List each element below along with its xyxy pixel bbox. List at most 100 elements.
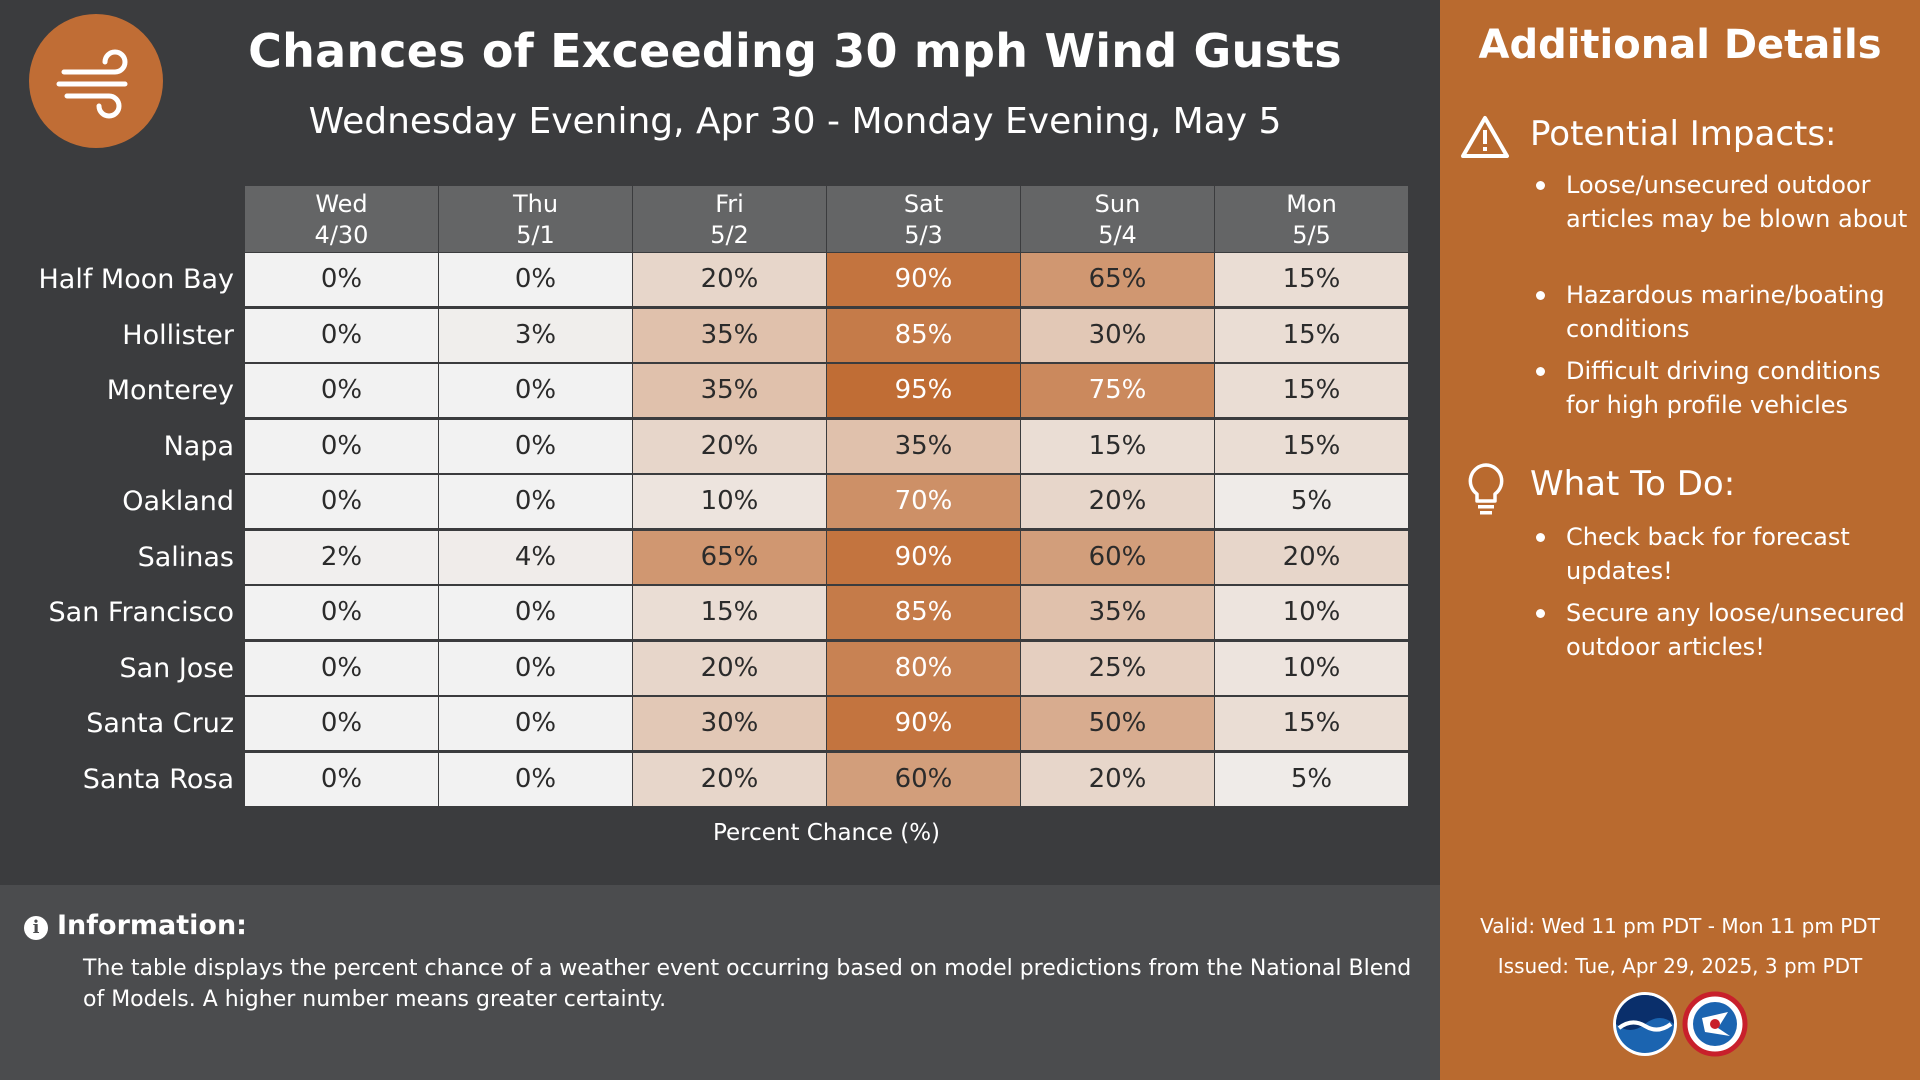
column-day: Fri <box>715 190 744 218</box>
row-label: San Francisco <box>48 597 234 628</box>
row-label: Salinas <box>137 541 234 573</box>
row-label: Napa <box>163 430 234 462</box>
table-cell: 0% <box>439 641 632 695</box>
list-item: Check back for forecast updates! <box>1536 520 1916 588</box>
column-date: 5/3 <box>904 221 943 249</box>
table-cell: 15% <box>1215 419 1408 473</box>
column-day: Sat <box>903 190 944 218</box>
table-cell: 0% <box>245 697 438 750</box>
table-cell: 0% <box>245 419 438 473</box>
page-title: Chances of Exceeding 30 mph Wind Gusts <box>248 24 1342 78</box>
table-cell: 0% <box>245 364 438 417</box>
column-day: Sun <box>1094 190 1141 218</box>
row-label: Oakland <box>122 486 234 517</box>
table-cell: 10% <box>633 475 826 528</box>
row-label: San Jose <box>119 652 234 684</box>
column-header: Sun 5/4 <box>1021 186 1214 252</box>
table-cell: 0% <box>439 586 632 639</box>
table-cell: 20% <box>1021 475 1214 528</box>
table-cell: 0% <box>439 253 632 306</box>
table-cell: 90% <box>827 253 1020 306</box>
list-item: Secure any loose/unsecured outdoor artic… <box>1536 596 1916 664</box>
table-cell: 20% <box>1215 530 1408 584</box>
table-cell: 75% <box>1021 364 1214 417</box>
table-cell: 15% <box>633 586 826 639</box>
row-label: Santa Rosa <box>82 763 234 795</box>
table-cell: 35% <box>827 419 1020 473</box>
table-cell: 60% <box>1021 530 1214 584</box>
row-label: Santa Cruz <box>86 708 234 739</box>
table-cell: 85% <box>827 308 1020 362</box>
table-cell: 30% <box>1021 308 1214 362</box>
table-cell: 20% <box>633 641 826 695</box>
table-cell: 80% <box>827 641 1020 695</box>
table-cell: 90% <box>827 530 1020 584</box>
column-header: Wed 4/30 <box>245 186 438 252</box>
column-date: 5/1 <box>516 221 555 249</box>
table-cell: 65% <box>1021 253 1214 306</box>
table-cell: 10% <box>1215 641 1408 695</box>
table-cell: 60% <box>827 752 1020 806</box>
column-date: 5/4 <box>1098 221 1137 249</box>
table-cell: 0% <box>439 364 632 417</box>
table-cell: 2% <box>245 530 438 584</box>
table-cell: 0% <box>439 419 632 473</box>
table-cell: 15% <box>1215 308 1408 362</box>
warning-icon <box>1460 114 1510 164</box>
column-day: Thu <box>512 190 559 218</box>
wind-icon <box>29 14 163 148</box>
table-cell: 0% <box>245 586 438 639</box>
table-caption: Percent Chance (%) <box>712 820 941 846</box>
issued-time: Issued: Tue, Apr 29, 2025, 3 pm PDT <box>1497 954 1863 978</box>
table-cell: 25% <box>1021 641 1214 695</box>
table-cell: 0% <box>439 475 632 528</box>
table-cell: 0% <box>439 697 632 750</box>
main-panel: Chances of Exceeding 30 mph Wind Gusts W… <box>29 14 1408 846</box>
table-cell: 5% <box>1215 752 1408 806</box>
table-cell: 0% <box>245 641 438 695</box>
table-cell: 0% <box>245 253 438 306</box>
table-cell: 0% <box>439 752 632 806</box>
table-cell: 90% <box>827 697 1020 750</box>
table-cell: 15% <box>1215 253 1408 306</box>
row-label: Hollister <box>122 319 234 351</box>
row-label: Half Moon Bay <box>38 264 234 295</box>
table-cell: 20% <box>633 752 826 806</box>
row-label: Monterey <box>106 375 234 406</box>
column-date: 5/5 <box>1292 221 1331 249</box>
table-cell: 85% <box>827 586 1020 639</box>
table-cell: 20% <box>633 253 826 306</box>
list-item: Difficult driving conditions for high pr… <box>1536 354 1916 422</box>
table-cell: 20% <box>633 419 826 473</box>
agency-logos <box>1610 988 1750 1064</box>
table-cell: 35% <box>633 308 826 362</box>
page-subtitle: Wednesday Evening, Apr 30 - Monday Eveni… <box>308 101 1282 142</box>
table-cell: 10% <box>1215 586 1408 639</box>
column-header: Mon 5/5 <box>1215 186 1408 252</box>
table-cell: 0% <box>245 752 438 806</box>
table-cell: 0% <box>245 308 438 362</box>
lightbulb-icon <box>1466 462 1506 520</box>
table-cell: 65% <box>633 530 826 584</box>
valid-time: Valid: Wed 11 pm PDT - Mon 11 pm PDT <box>1480 914 1880 938</box>
list-item: Hazardous marine/boating conditions <box>1536 278 1916 346</box>
details-sidebar: Additional Details Potential Impacts: Lo… <box>1440 0 1920 1080</box>
table-cell: 15% <box>1021 419 1214 473</box>
table-cell: 3% <box>439 308 632 362</box>
todo-list: Check back for forecast updates! Secure … <box>1536 520 1916 664</box>
table-cell: 4% <box>439 530 632 584</box>
table-cell: 35% <box>1021 586 1214 639</box>
sidebar-title: Additional Details <box>1478 22 1882 68</box>
list-item: Loose/unsecured outdoor articles may be … <box>1536 168 1916 236</box>
column-date: 4/30 <box>314 221 369 249</box>
column-header: Thu 5/1 <box>439 186 632 252</box>
todo-title: What To Do: <box>1530 464 1736 504</box>
column-day: Mon <box>1286 190 1337 218</box>
information-title: Information: <box>57 910 247 941</box>
nws-logo <box>1682 991 1748 1057</box>
table-cell: 30% <box>633 697 826 750</box>
column-date: 5/2 <box>710 221 749 249</box>
noaa-logo <box>1613 992 1677 1056</box>
table-cell: 50% <box>1021 697 1214 750</box>
